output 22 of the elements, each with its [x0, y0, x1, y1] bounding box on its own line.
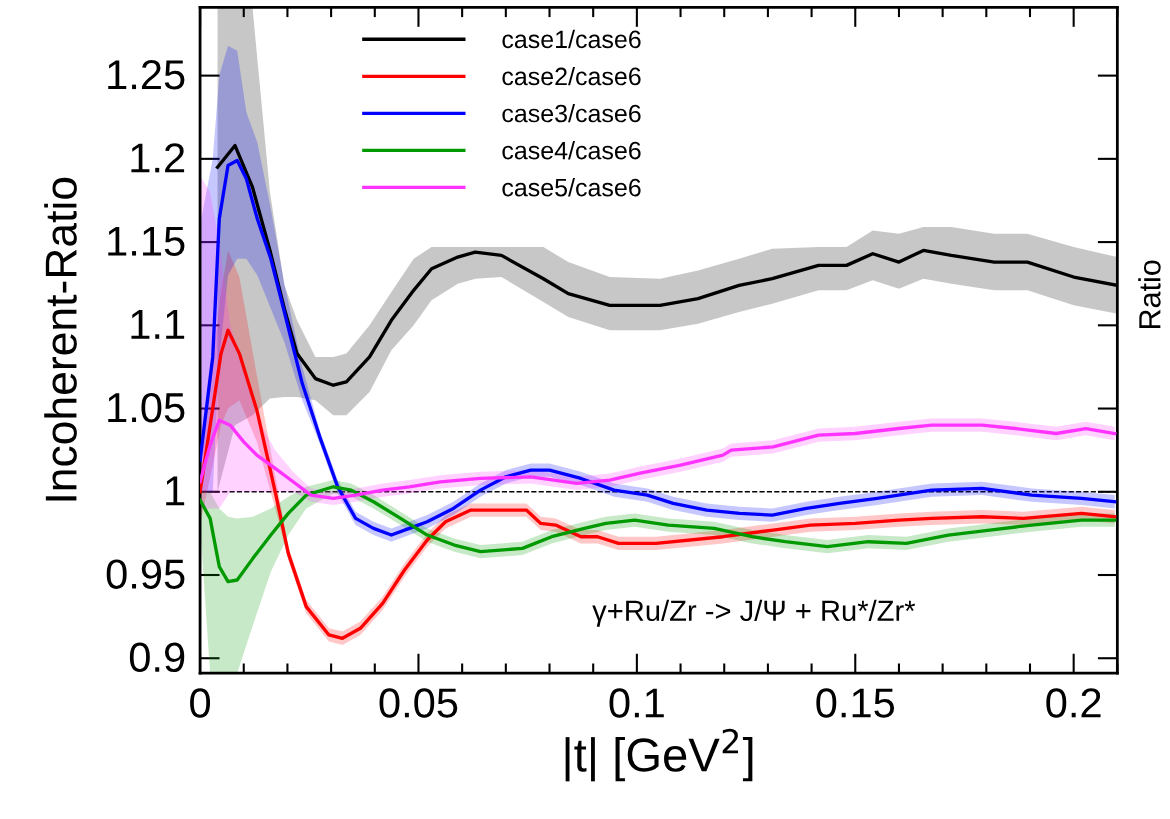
x-tick-label: 0.1 — [609, 688, 664, 718]
x-tick-label: 0 — [190, 688, 211, 718]
x-tick-label: 0.2 — [1046, 688, 1101, 718]
y-tick-label: 1.2 — [131, 143, 185, 173]
x-tick-label: 0.15 — [816, 688, 895, 718]
y-tick-label: 1.25 — [108, 60, 185, 90]
y-tick-label: 1.15 — [108, 226, 185, 256]
legend-label: case1/case6 — [502, 29, 641, 49]
y-axis-title: Incoherent-Ratio — [44, 177, 77, 501]
y-tick-label: 1.05 — [108, 392, 185, 423]
legend-label: case5/case6 — [502, 178, 641, 197]
legend-label: case4/case6 — [502, 141, 641, 160]
x-tick-label: 0.05 — [379, 688, 458, 718]
y-tick-label: 0.9 — [129, 642, 185, 673]
y-tick-label: 1 — [166, 476, 185, 506]
annotation: γ+Ru/Zr -> J/Ψ + Ru*/Zr* — [592, 599, 916, 627]
legend-label: case2/case6 — [502, 66, 641, 86]
legend-label: case3/case6 — [502, 103, 641, 123]
x-axis-title: |t| [GeV$^{2}$] — [565, 728, 753, 782]
y-tick-label: 1.1 — [131, 310, 185, 339]
y-tick-label: 0.95 — [106, 559, 185, 589]
y2-axis-title: Ratio — [1138, 260, 1161, 328]
